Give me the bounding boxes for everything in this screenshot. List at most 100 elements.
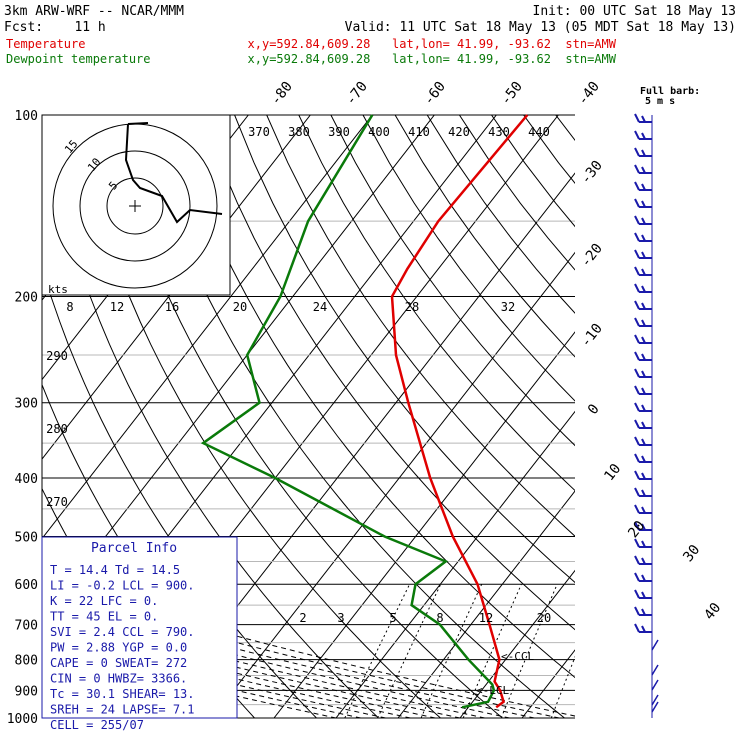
wind-barb-flag bbox=[635, 267, 639, 275]
parcel-info-row: LI = -0.2 LCL = 900. bbox=[50, 579, 195, 593]
parcel-info-row: SVI = 2.4 CCL = 790. bbox=[50, 625, 195, 639]
dry-adiabat bbox=[331, 115, 740, 718]
valid-time: Valid: 11 UTC Sat 18 May 13 (05 MDT Sat … bbox=[345, 20, 736, 35]
mixing-ratio-label: 8 bbox=[436, 611, 443, 625]
theta-label: 410 bbox=[408, 125, 430, 139]
isotherm bbox=[336, 115, 740, 718]
parcel-info-row: CAPE = 0 SWEAT= 272 bbox=[50, 656, 187, 670]
pressure-tick-900: 900 bbox=[15, 684, 38, 699]
wind-barb-flag bbox=[635, 369, 639, 377]
model-title: 3km ARW-WRF -- NCAR/MMM bbox=[4, 4, 184, 19]
wind-barb-flag bbox=[635, 284, 639, 292]
wind-barb-flag bbox=[635, 420, 639, 428]
isotherm-label: 20 bbox=[625, 518, 648, 541]
speed-tick: 12 bbox=[110, 300, 124, 314]
isotherm-label: -60 bbox=[421, 79, 449, 109]
isotherm-label: -50 bbox=[498, 79, 526, 109]
isotherm-label: -10 bbox=[578, 321, 606, 351]
speed-tick: 28 bbox=[405, 300, 419, 314]
ccl-marker: <-CCL bbox=[501, 650, 534, 663]
isotherm bbox=[398, 115, 740, 718]
hodograph-trace-top bbox=[128, 123, 148, 124]
wind-barb-flag bbox=[635, 437, 639, 445]
wind-barb-flag bbox=[635, 182, 639, 190]
pressure-tick-1000: 1000 bbox=[7, 712, 38, 727]
theta-label: 370 bbox=[248, 125, 270, 139]
wind-barb-flag bbox=[635, 488, 639, 496]
isotherm bbox=[274, 115, 740, 718]
wind-barbs bbox=[635, 114, 658, 718]
theta-label: 380 bbox=[288, 125, 310, 139]
wind-barb-flag bbox=[635, 131, 639, 139]
dry-adiabat-label: 280 bbox=[46, 422, 68, 436]
pressure-tick-200: 200 bbox=[15, 291, 38, 306]
speed-tick: 20 bbox=[233, 300, 247, 314]
isotherm-label: 40 bbox=[701, 600, 724, 623]
mixing-ratio-line bbox=[551, 584, 604, 718]
init-time: Init: 00 UTC Sat 18 May 13 bbox=[533, 4, 737, 19]
dry-adiabat bbox=[267, 115, 740, 718]
isotherm bbox=[584, 115, 740, 718]
forecast-hour: Fcst: 11 h bbox=[4, 20, 106, 35]
theta-label: 420 bbox=[448, 125, 470, 139]
parcel-info-row: K = 22 LFC = 0. bbox=[50, 594, 158, 608]
wind-barb-flag bbox=[635, 318, 639, 326]
parcel-info-row: PW = 2.88 YGP = 0.0 bbox=[50, 641, 187, 655]
wind-barb-low bbox=[652, 680, 658, 690]
wind-barb-flag bbox=[635, 216, 639, 224]
mixing-ratio-label: 3 bbox=[337, 611, 344, 625]
dry-adiabat bbox=[652, 115, 740, 718]
parcel-info-panel: Parcel Info T = 14.4 Td = 14.5 LI = -0.2 L… bbox=[42, 537, 237, 732]
lcl-marker: <-LCL bbox=[476, 684, 509, 697]
wind-barb-flag bbox=[635, 301, 639, 309]
isotherm bbox=[522, 115, 740, 718]
isotherm-label: 30 bbox=[680, 542, 703, 565]
wind-barb-flag bbox=[635, 454, 639, 462]
temperature-legend: Temperature bbox=[6, 37, 85, 51]
speed-tick: 16 bbox=[165, 300, 179, 314]
dry-adiabat bbox=[299, 115, 740, 718]
parcel-info-row: Tc = 30.1 SHEAR= 13. bbox=[50, 687, 195, 701]
speed-tick: 24 bbox=[313, 300, 327, 314]
parcel-info-row: SREH = 24 LAPSE= 7.1 bbox=[50, 703, 195, 717]
wind-barb-flag bbox=[635, 335, 639, 343]
dewpoint-legend: Dewpoint temperature bbox=[6, 52, 151, 66]
theta-label: 390 bbox=[328, 125, 350, 139]
mixing-ratio-line bbox=[378, 584, 441, 718]
dry-adiabat bbox=[588, 115, 740, 718]
theta-label: 440 bbox=[528, 125, 550, 139]
isotherm-label: -30 bbox=[578, 158, 606, 188]
wind-key-units: 5 m s bbox=[645, 96, 675, 107]
pressure-tick-100: 100 bbox=[15, 109, 38, 124]
mixing-ratio-label: 20 bbox=[537, 611, 551, 625]
mixing-ratio-label: 12 bbox=[479, 611, 493, 625]
isotherm bbox=[708, 115, 740, 718]
isotherm-label: -70 bbox=[343, 79, 371, 109]
parcel-info-row: T = 14.4 Td = 14.5 bbox=[50, 563, 180, 577]
wind-barb-flag bbox=[635, 165, 639, 173]
isotherm bbox=[212, 115, 682, 718]
wind-barb-low bbox=[652, 640, 658, 650]
dry-adiabat-label: 290 bbox=[46, 349, 68, 363]
parcel-info-row: CIN = 0 HWBZ= 3366. bbox=[50, 672, 187, 686]
theta-label: 400 bbox=[368, 125, 390, 139]
wind-barb-flag bbox=[635, 148, 639, 156]
wind-barb-flag bbox=[635, 607, 639, 615]
pressure-tick-600: 600 bbox=[15, 578, 38, 593]
isotherm-label: -40 bbox=[575, 79, 603, 109]
dry-adiabat bbox=[556, 115, 740, 718]
wind-barb-flag bbox=[635, 386, 639, 394]
wind-barb-flag bbox=[635, 505, 639, 513]
wind-barb-flag bbox=[635, 573, 639, 581]
speed-tick: 32 bbox=[501, 300, 515, 314]
dewpoint-location: x,y=592.84,609.28 lat,lon= 41.99, -93.62… bbox=[248, 52, 617, 66]
wind-barb-flag bbox=[635, 233, 639, 241]
isotherm-label: -80 bbox=[268, 79, 296, 109]
wind-barb-flag bbox=[635, 199, 639, 207]
pressure-tick-500: 500 bbox=[15, 530, 38, 545]
pressure-tick-300: 300 bbox=[15, 397, 38, 412]
parcel-info-title: Parcel Info bbox=[91, 541, 177, 556]
dry-adiabat-label: 270 bbox=[46, 495, 68, 509]
